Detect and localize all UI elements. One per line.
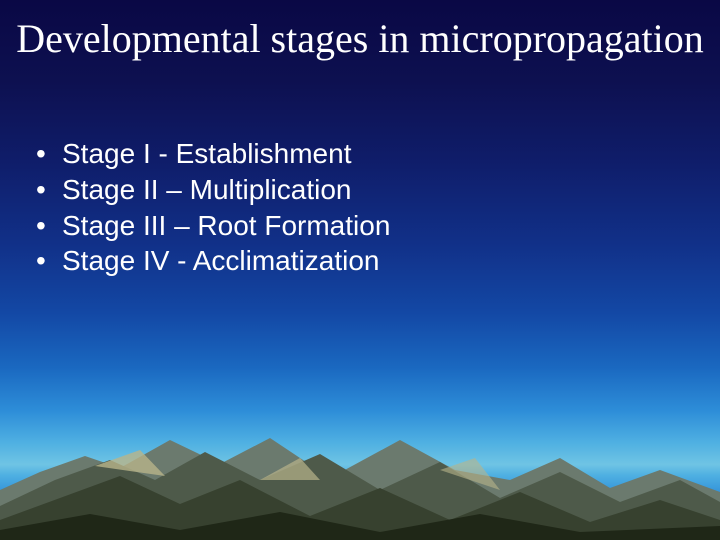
bullet-dot-icon: • bbox=[36, 136, 62, 172]
mountains-decoration bbox=[0, 380, 720, 540]
slide-body: • Stage I - Establishment • Stage II – M… bbox=[36, 136, 676, 279]
slide: Developmental stages in micropropagation… bbox=[0, 0, 720, 540]
bullet-text: Stage III – Root Formation bbox=[62, 208, 676, 244]
bullet-item: • Stage III – Root Formation bbox=[36, 208, 676, 244]
bullet-text: Stage IV - Acclimatization bbox=[62, 243, 676, 279]
bullet-item: • Stage II – Multiplication bbox=[36, 172, 676, 208]
bullet-text: Stage II – Multiplication bbox=[62, 172, 676, 208]
bullet-dot-icon: • bbox=[36, 208, 62, 244]
bullet-item: • Stage IV - Acclimatization bbox=[36, 243, 676, 279]
bullet-dot-icon: • bbox=[36, 172, 62, 208]
slide-title: Developmental stages in micropropagation bbox=[0, 16, 720, 62]
bullet-dot-icon: • bbox=[36, 243, 62, 279]
bullet-item: • Stage I - Establishment bbox=[36, 136, 676, 172]
bullet-text: Stage I - Establishment bbox=[62, 136, 676, 172]
